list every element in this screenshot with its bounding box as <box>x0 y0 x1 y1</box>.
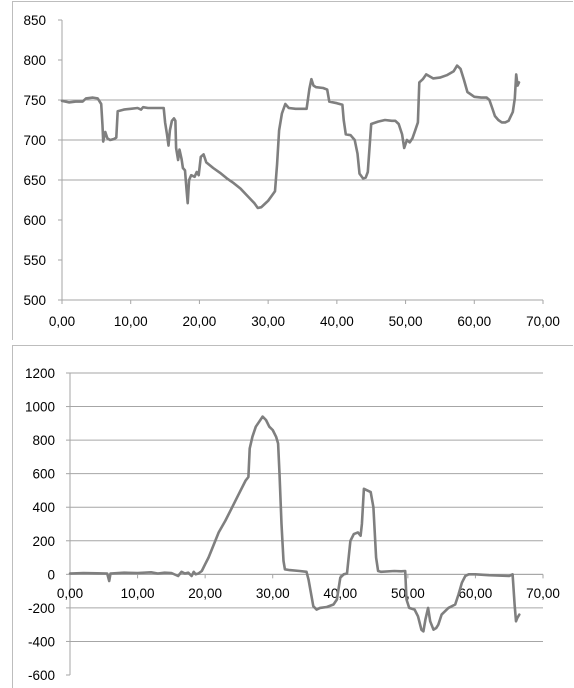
chart-2-border <box>12 345 573 688</box>
y-tick-label: 750 <box>23 93 46 108</box>
x-tick-label: 50,00 <box>391 586 425 601</box>
x-tick-label: 10,00 <box>114 314 148 329</box>
y-tick-label: 550 <box>23 253 46 268</box>
x-tick-label: 60,00 <box>457 314 491 329</box>
chart-1-x-ticks: 0,00 10,00 20,00 30,00 40,00 50,00 60,00 70,00 <box>49 300 560 329</box>
y-tick-label: 700 <box>23 133 46 148</box>
chart-2: 0,00 10,00 20,00 30,00 40,00 50,00 60,00 70,00 … <box>12 345 573 688</box>
x-tick-label: 30,00 <box>251 314 285 329</box>
chart-2-x-ticks: 0,00 10,00 20,00 30,00 40,00 50,00 60,00 70,00 <box>57 573 560 601</box>
x-tick-label: 40,00 <box>320 314 354 329</box>
series-line-0 <box>68 415 521 633</box>
y-tick-label: -200 <box>28 601 55 616</box>
x-tick-label: 50,00 <box>389 314 423 329</box>
x-tick-label: 20,00 <box>188 586 222 601</box>
x-tick-label: 0,00 <box>49 314 75 329</box>
x-tick-label: 0,00 <box>57 586 83 601</box>
series-line-0 <box>60 64 521 210</box>
chart-1-y-ticks: 500 550 600 650 700 750 800 850 <box>23 13 62 308</box>
y-tick-label: 600 <box>23 213 46 228</box>
y-tick-label: 500 <box>23 293 46 308</box>
y-tick-label: -400 <box>28 634 55 649</box>
chart-2-y-ticks: -600 -400 -200 0 200 400 600 800 1000 1200 <box>25 366 70 683</box>
x-tick-label: 40,00 <box>323 586 357 601</box>
y-tick-label: 1000 <box>25 400 55 415</box>
y-tick-label: 650 <box>23 173 46 188</box>
x-tick-label: 60,00 <box>459 586 493 601</box>
chart-1-border <box>12 1 573 340</box>
chart-1: 0,00 10,00 20,00 30,00 40,00 50,00 60,00 70,00 … <box>12 1 573 340</box>
y-tick-label: 800 <box>32 433 55 448</box>
y-tick-label: 400 <box>32 500 55 515</box>
chart-1-gridlines <box>62 99 543 181</box>
x-tick-label: 30,00 <box>256 586 290 601</box>
y-tick-label: -600 <box>28 668 55 683</box>
y-tick-label: 800 <box>23 53 46 68</box>
chart-2-series <box>68 415 521 633</box>
y-tick-label: 600 <box>32 467 55 482</box>
x-tick-label: 70,00 <box>526 586 560 601</box>
y-tick-label: 1200 <box>25 366 55 381</box>
chart-1-series <box>60 64 521 210</box>
y-tick-label: 850 <box>23 13 46 28</box>
x-tick-label: 70,00 <box>526 314 560 329</box>
y-tick-label: 200 <box>32 534 55 549</box>
y-tick-label: 0 <box>47 567 55 582</box>
x-tick-label: 20,00 <box>183 314 217 329</box>
x-tick-label: 10,00 <box>121 586 155 601</box>
